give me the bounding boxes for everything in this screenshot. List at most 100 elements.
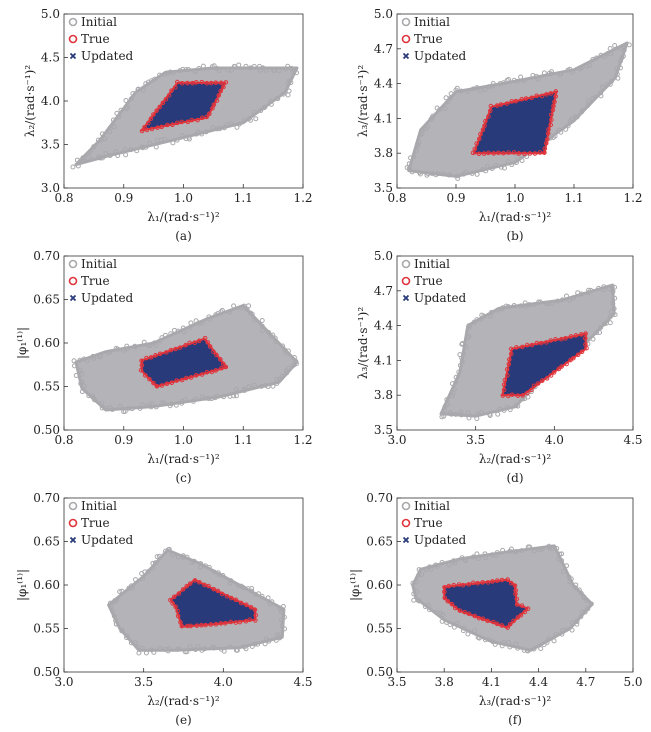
true-point: [457, 608, 463, 613]
legend-marker-initial: [401, 259, 411, 269]
initial-point: [563, 126, 569, 132]
true-point: [142, 373, 148, 378]
true-point: [583, 331, 588, 336]
initial-point: [567, 118, 573, 124]
initial-point: [569, 627, 575, 633]
chart-svg: 3.0 3.5 4.0 4.5 0.50 0.55 0.60 0.65 0.70 λ₂/(rad·…: [15, 491, 313, 726]
initial-point: [278, 609, 284, 615]
legend-label-initial: Initial: [81, 15, 117, 29]
initial-point: [579, 109, 585, 115]
true-point: [559, 336, 564, 342]
initial-point: [465, 631, 471, 637]
true-point: [204, 369, 210, 375]
initial-point: [123, 635, 129, 641]
initial-point: [249, 311, 255, 317]
true-point: [529, 342, 535, 348]
true-point: [548, 338, 554, 343]
initial-point: [602, 321, 608, 327]
initial-point: [294, 70, 300, 76]
initial-point: [246, 384, 252, 390]
true-point: [537, 150, 543, 155]
initial-point: [560, 568, 566, 574]
chart-svg: 0.8 0.9 1.0 1.1 1.2 0.50 0.55 0.60 0.65 0.70 λ₁/(r…: [15, 249, 313, 484]
initial-point: [231, 63, 237, 69]
initial-point: [259, 593, 265, 599]
true-point: [534, 93, 539, 99]
initial-point: [501, 165, 507, 171]
legend-marker-updated: [69, 52, 77, 60]
x-tick-label: 3.0: [387, 433, 406, 447]
initial-point: [556, 127, 562, 133]
true-point: [219, 365, 224, 371]
initial-point: [184, 554, 190, 560]
true-point: [499, 577, 505, 583]
x-tick-label: 0.9: [446, 191, 465, 205]
initial-point: [241, 118, 247, 124]
y-tick-label: 0.60: [33, 336, 60, 350]
initial-point: [600, 84, 606, 90]
true-point: [501, 150, 506, 156]
true-point: [151, 380, 156, 386]
initial-point: [424, 124, 430, 130]
initial-point: [495, 411, 501, 417]
initial-point: [123, 106, 129, 112]
initial-point: [482, 87, 488, 93]
initial-point: [612, 295, 618, 301]
initial-point: [193, 131, 199, 137]
true-point: [169, 380, 175, 386]
true-point: [138, 367, 144, 373]
y-tick-label: 5.0: [374, 7, 393, 21]
true-point: [508, 580, 514, 586]
initial-point: [564, 563, 570, 569]
true-point: [199, 115, 205, 121]
initial-point: [159, 335, 165, 341]
true-point: [553, 89, 559, 94]
true-point: [213, 368, 219, 373]
true-point: [159, 124, 164, 130]
true-point: [553, 337, 558, 342]
x-tick-label: 1.2: [293, 191, 312, 205]
initial-point: [461, 171, 467, 177]
legend-marker-initial: [68, 501, 78, 511]
initial-point: [538, 646, 544, 652]
initial-point: [130, 91, 136, 97]
true-point: [219, 591, 225, 597]
initial-point: [594, 55, 600, 61]
initial-point: [565, 123, 571, 129]
initial-point: [479, 167, 485, 173]
initial-point: [113, 617, 119, 623]
true-point: [494, 103, 500, 108]
initial-point: [469, 170, 475, 176]
initial-point: [137, 405, 143, 411]
true-point: [147, 376, 152, 382]
initial-point: [175, 554, 181, 560]
initial-point: [203, 129, 209, 135]
true-point: [539, 93, 545, 99]
true-point: [513, 591, 518, 597]
true-point: [216, 93, 222, 98]
initial-point: [590, 95, 596, 101]
initial-point: [572, 585, 578, 591]
true-point: [520, 393, 525, 398]
true-point: [199, 372, 205, 377]
y-tick-label: 4.5: [41, 51, 60, 65]
true-point: [168, 597, 173, 603]
initial-point: [610, 289, 616, 295]
y-tick-label: 0.55: [366, 622, 393, 636]
initial-point: [559, 631, 565, 637]
true-point: [460, 582, 466, 588]
true-point: [233, 597, 239, 603]
initial-point: [278, 617, 284, 623]
initial-point: [183, 136, 189, 142]
initial-point: [607, 320, 613, 326]
true-point: [213, 80, 219, 85]
initial-point: [126, 405, 132, 411]
initial-point: [128, 640, 134, 646]
initial-point: [283, 350, 289, 356]
initial-point: [206, 396, 212, 402]
initial-point: [149, 647, 155, 653]
subplot-caption: (b): [506, 229, 523, 242]
x-axis-label: λ₃/(rad·s⁻¹)²: [479, 694, 552, 708]
true-point: [170, 122, 175, 127]
initial-point: [439, 560, 445, 566]
